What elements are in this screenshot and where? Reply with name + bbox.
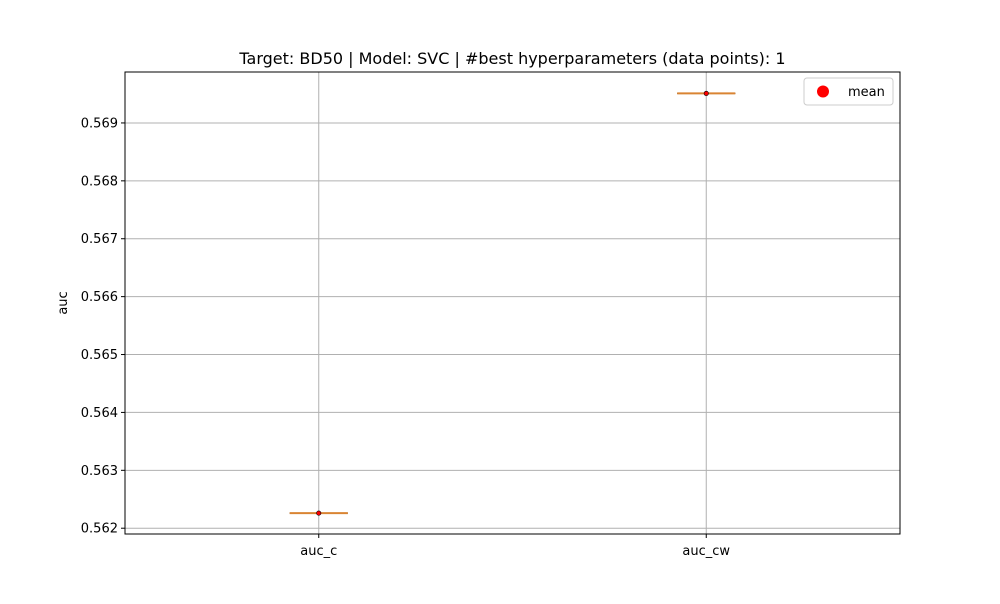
y-tick-label: 0.567 xyxy=(81,232,118,247)
y-tick-label: 0.563 xyxy=(81,464,118,479)
legend-mean-label: mean xyxy=(848,85,885,100)
legend-mean-marker xyxy=(817,85,829,98)
mean-marker xyxy=(316,510,322,516)
y-tick-label: 0.564 xyxy=(81,406,118,421)
chart-title: Target: BD50 | Model: SVC | #best hyperp… xyxy=(238,49,785,68)
grid-layer xyxy=(125,72,900,534)
y-tick-label: 0.562 xyxy=(81,522,118,537)
y-tick-label: 0.566 xyxy=(81,290,118,305)
y-axis-label: auc xyxy=(56,291,71,314)
x-tick-label: auc_cw xyxy=(682,544,730,559)
legend: mean xyxy=(803,77,894,106)
mark-layer xyxy=(289,90,736,516)
legend-box xyxy=(803,77,894,106)
plot-frame xyxy=(124,71,901,535)
y-tick-label: 0.568 xyxy=(81,174,118,189)
x-tick-label: auc_c xyxy=(300,544,337,559)
y-tick-label: 0.569 xyxy=(81,116,118,131)
mean-marker xyxy=(703,90,709,96)
y-tick-label: 0.565 xyxy=(81,348,118,363)
tick-layer: 0.562 0.563 0.564 0.565 0.566 0.567 0.568 0.569… xyxy=(81,116,731,559)
